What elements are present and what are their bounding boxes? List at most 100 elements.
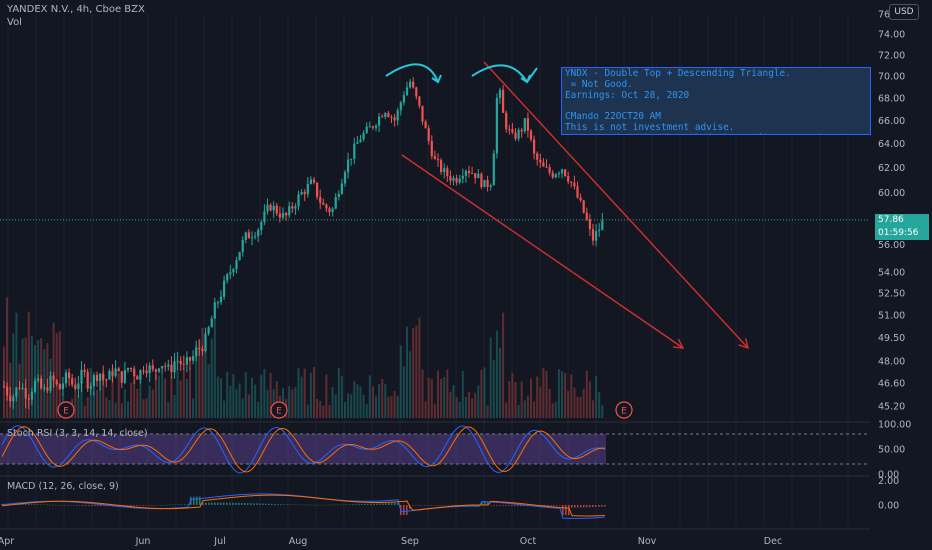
- volume-bar: [576, 396, 579, 418]
- candle-body: [526, 118, 529, 131]
- volume-bar: [24, 337, 27, 418]
- candle-body: [207, 327, 210, 334]
- candle-body: [384, 113, 387, 117]
- currency-button[interactable]: USD: [889, 4, 919, 20]
- symbol-title[interactable]: YANDEX N.V., 4h, Cboe BZX: [7, 4, 145, 15]
- stoch-rsi-label[interactable]: Stoch RSI (3, 3, 14, 14, close): [7, 428, 148, 439]
- candle-body: [157, 368, 161, 372]
- candle-body: [55, 380, 58, 385]
- macd-histogram-bar: [49, 504, 51, 506]
- candle-body: [474, 173, 477, 179]
- candle-body: [68, 372, 71, 379]
- volume-bar: [371, 386, 374, 418]
- candle-body: [430, 140, 433, 157]
- candle-body: [297, 194, 300, 207]
- macd-histogram-bar: [571, 504, 573, 508]
- macd-histogram-bar: [139, 504, 141, 506]
- candle-body: [557, 173, 560, 175]
- candle-body: [564, 169, 567, 176]
- volume-bar: [399, 345, 402, 418]
- volume-bar: [421, 369, 424, 418]
- macd-histogram-bar: [199, 496, 201, 505]
- candle-body: [126, 367, 130, 370]
- macd-histogram-bar: [301, 504, 303, 506]
- candle-body: [371, 126, 374, 128]
- macd-label[interactable]: MACD (12, 26, close, 9): [7, 481, 119, 492]
- macd-histogram-bar: [76, 504, 78, 506]
- volume-bar: [105, 397, 108, 418]
- macd-histogram-bar: [598, 504, 600, 507]
- volume-bar: [204, 341, 207, 418]
- macd-histogram-bar: [169, 504, 171, 506]
- macd-histogram-bar: [124, 504, 126, 506]
- macd-histogram-bar: [415, 504, 417, 506]
- candle-body: [92, 375, 95, 387]
- volume-bar: [499, 347, 501, 418]
- volume-bar: [384, 384, 387, 418]
- candle-body: [105, 379, 108, 381]
- volume-bar: [477, 385, 480, 418]
- volume-bar: [468, 391, 470, 418]
- volume-bar: [158, 375, 160, 418]
- candle-body: [322, 202, 325, 205]
- candle-body: [520, 129, 523, 132]
- price-tick-label: 49.50: [878, 333, 905, 344]
- volume-bar: [530, 378, 532, 418]
- candle-body: [595, 231, 598, 241]
- candle-body: [303, 192, 306, 195]
- macd-histogram-bar: [328, 504, 330, 506]
- volume-bar: [471, 398, 474, 418]
- volume-bar: [108, 400, 111, 418]
- macd-histogram-bar: [151, 504, 153, 506]
- volume-label[interactable]: Vol: [7, 17, 22, 28]
- candle-body: [399, 102, 402, 111]
- macd-histogram-bar: [85, 504, 87, 506]
- price-tick-label: 46.60: [878, 379, 905, 390]
- candle-body: [405, 87, 409, 96]
- candle-body: [52, 375, 55, 381]
- macd-histogram-bar: [499, 504, 501, 506]
- time-tick-label: Jul: [213, 536, 225, 547]
- macd-histogram-bar: [223, 502, 225, 505]
- candle-body: [319, 196, 322, 203]
- price-tick-label: 72.00: [878, 50, 905, 61]
- macd-histogram-bar: [550, 504, 552, 506]
- candle-body: [443, 168, 446, 172]
- volume-bar: [142, 399, 145, 418]
- price-tick-label: 68.00: [878, 93, 905, 104]
- macd-histogram-bar: [280, 504, 282, 505]
- candle-body: [27, 398, 30, 400]
- macd-histogram-bar: [208, 502, 210, 505]
- volume-bar: [505, 402, 508, 418]
- volume-bar: [96, 389, 98, 418]
- volume-bar: [86, 396, 89, 418]
- candle-body: [359, 139, 362, 143]
- macd-histogram-bar: [424, 504, 426, 506]
- macd-histogram-bar: [160, 504, 162, 506]
- candle-body: [374, 125, 378, 128]
- volume-bar: [92, 391, 95, 418]
- candle-body: [381, 116, 384, 118]
- volume-bar: [83, 405, 86, 418]
- candle-body: [347, 159, 350, 173]
- candle-body: [148, 365, 151, 374]
- annotation-note[interactable]: YNDX - Double Top + Descending Triangle.…: [561, 67, 871, 135]
- volume-bar: [241, 398, 244, 418]
- volume-bar: [189, 368, 191, 418]
- volume-bar: [167, 402, 170, 418]
- macd-histogram-bar: [331, 504, 333, 506]
- volume-bar: [598, 392, 601, 418]
- volume-bar: [548, 388, 551, 418]
- macd-histogram-bar: [193, 496, 195, 505]
- price-tick-label: 54.00: [878, 267, 905, 278]
- volume-bar: [356, 384, 359, 418]
- volume-bar: [486, 405, 489, 418]
- macd-histogram-bar: [346, 504, 348, 505]
- volume-bar: [344, 402, 346, 418]
- candle-body: [396, 110, 399, 121]
- candle-body: [266, 204, 269, 212]
- volume-bar: [111, 367, 114, 418]
- macd-histogram-bar: [142, 504, 144, 506]
- candle-body: [167, 364, 170, 367]
